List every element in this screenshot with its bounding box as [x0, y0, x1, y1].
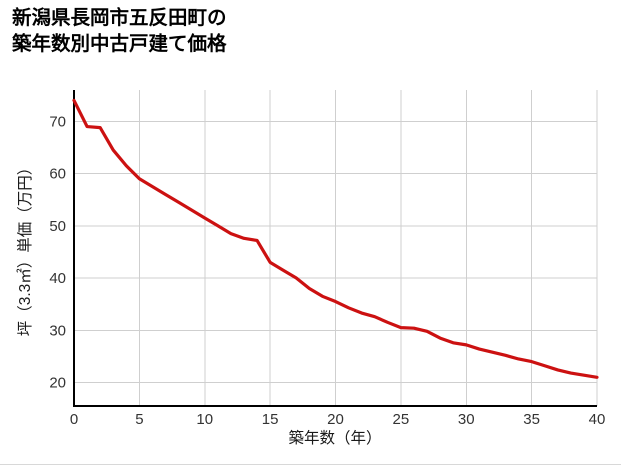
- y-tick-label: 50: [49, 218, 66, 235]
- x-tick-label: 10: [196, 411, 213, 428]
- y-tick-label: 60: [49, 166, 66, 183]
- y-tick-labels: 20 30 40 50 60 70: [49, 113, 66, 391]
- y-tick-label: 20: [49, 374, 66, 391]
- gridlines: [74, 90, 598, 406]
- data-series: [72, 98, 599, 379]
- axis-spines: [72, 90, 597, 408]
- x-tick-label: 25: [393, 411, 410, 428]
- x-axis-title: 築年数（年）: [288, 429, 381, 447]
- series-line-坪単価: [72, 98, 599, 379]
- x-tick-label: 40: [589, 411, 606, 428]
- x-tick-labels: 0 5 10 15 20 25 30 35 40: [70, 411, 606, 428]
- y-axis-title: 坪（3.3㎡）単価（万円）: [16, 160, 34, 337]
- x-tick-label: 30: [458, 411, 475, 428]
- y-tick-label: 40: [49, 270, 66, 287]
- y-tick-label: 30: [49, 322, 66, 339]
- page-title: 新潟県長岡市五反田町の 築年数別中古戸建て価格: [12, 7, 227, 55]
- x-tick-label: 5: [135, 411, 143, 428]
- x-tick-label: 0: [70, 411, 78, 428]
- x-tick-label: 35: [523, 411, 540, 428]
- y-tick-label: 70: [49, 113, 66, 130]
- x-tick-label: 15: [262, 411, 279, 428]
- x-tick-label: 20: [327, 411, 344, 428]
